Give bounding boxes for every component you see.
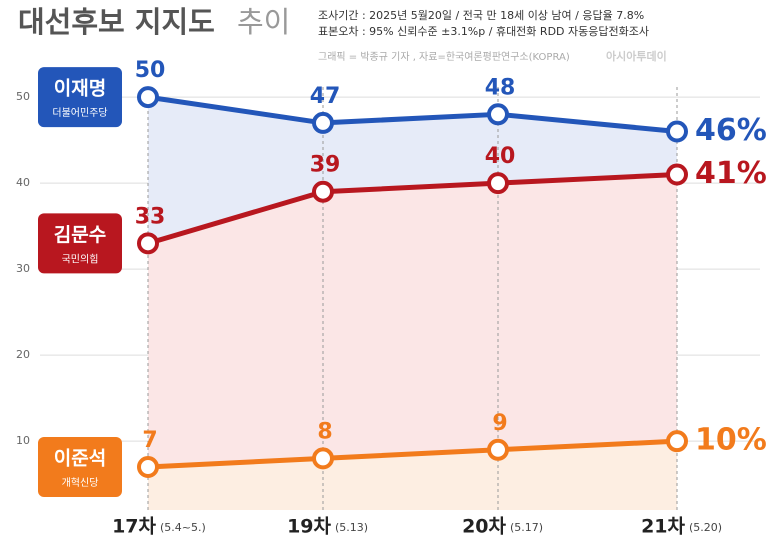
credit: 그래픽 = 박종규 기자 , 자료=한국여론평판연구소(KOPRA) bbox=[318, 51, 570, 63]
legend-party: 국민의힘 bbox=[62, 253, 99, 265]
value-label: 40 bbox=[485, 144, 516, 169]
value-label: 48 bbox=[485, 75, 516, 100]
value-label: 33 bbox=[135, 204, 166, 229]
value-label: 46% bbox=[695, 113, 767, 148]
series-line bbox=[147, 438, 678, 470]
point bbox=[312, 180, 334, 203]
point bbox=[137, 455, 159, 478]
series-line bbox=[147, 172, 678, 246]
value-label: 47 bbox=[310, 84, 341, 109]
x-tick-label: 19차 bbox=[287, 516, 331, 538]
note: 표본오차 : 95% 신뢰수준 ±3.1%p / 휴대전화 RDD 자동응답전화… bbox=[318, 25, 649, 38]
point bbox=[487, 172, 509, 195]
y-tick-label: 40 bbox=[16, 176, 30, 189]
value-label: 39 bbox=[310, 153, 341, 178]
legend-box bbox=[38, 213, 122, 274]
value-label: 41% bbox=[695, 156, 767, 191]
logo: 아시아투데이 bbox=[606, 49, 667, 63]
legend-name: 이재명 bbox=[54, 78, 106, 100]
y-tick-label: 30 bbox=[16, 262, 30, 275]
legend-box bbox=[38, 67, 122, 128]
point bbox=[312, 447, 334, 470]
point bbox=[487, 438, 509, 461]
x-tick-label: 17차 bbox=[112, 516, 156, 538]
area bbox=[148, 174, 677, 510]
y-tick-label: 50 bbox=[16, 90, 30, 103]
legend-party: 더불어민주당 bbox=[52, 107, 107, 119]
note: 조사기간 : 2025년 5월20일 / 전국 만 18세 이상 남여 / 응답… bbox=[318, 8, 644, 22]
y-tick-label: 10 bbox=[16, 434, 30, 447]
x-tick-note: (5.20) bbox=[689, 521, 722, 534]
x-tick-label: 21차 bbox=[641, 516, 685, 538]
legend-name: 김문수 bbox=[54, 224, 106, 246]
x-tick-note: (5.13) bbox=[335, 521, 368, 534]
point bbox=[487, 103, 509, 126]
point bbox=[666, 430, 688, 453]
legend-name: 이준석 bbox=[54, 447, 106, 469]
value-label: 8 bbox=[317, 419, 332, 444]
point bbox=[137, 86, 159, 109]
point bbox=[666, 163, 688, 186]
legend-party: 개혁신당 bbox=[62, 477, 99, 489]
value-label: 10% bbox=[695, 423, 767, 458]
chart-title: 대선후보 지지도 bbox=[18, 5, 215, 39]
point bbox=[137, 232, 159, 255]
value-label: 50 bbox=[135, 58, 166, 83]
x-tick-label: 20차 bbox=[462, 516, 506, 538]
legend-box bbox=[38, 436, 122, 497]
area bbox=[148, 441, 677, 510]
point bbox=[666, 120, 688, 143]
chart-title-suffix: 추이 bbox=[237, 5, 290, 39]
y-tick-label: 20 bbox=[16, 348, 30, 361]
series-line bbox=[147, 94, 678, 135]
x-tick-note: (5.17) bbox=[510, 521, 543, 534]
value-label: 7 bbox=[142, 428, 157, 453]
value-label: 9 bbox=[492, 411, 507, 436]
point bbox=[312, 111, 334, 134]
x-tick-note: (5.4~5.) bbox=[160, 521, 206, 534]
